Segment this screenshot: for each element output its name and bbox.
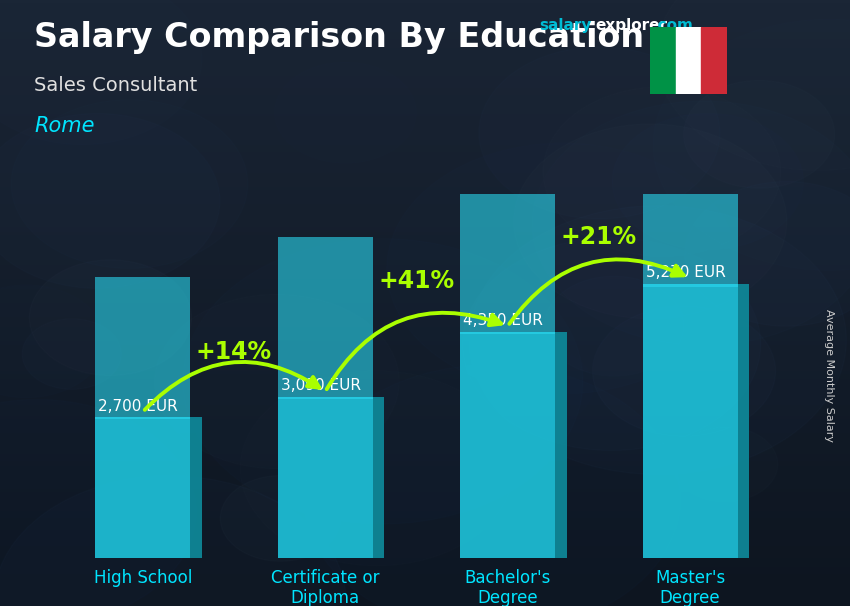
Bar	[278, 397, 372, 558]
Circle shape	[544, 276, 684, 376]
Text: 4,350 EUR: 4,350 EUR	[463, 313, 543, 328]
Text: explorer: explorer	[595, 18, 667, 33]
Circle shape	[0, 476, 346, 606]
Bar	[643, 10, 738, 287]
Circle shape	[462, 238, 761, 450]
Text: +14%: +14%	[196, 340, 272, 364]
Text: .com: .com	[653, 18, 694, 33]
Text: +41%: +41%	[378, 268, 455, 293]
Circle shape	[0, 113, 220, 288]
Text: Sales Consultant: Sales Consultant	[34, 76, 197, 95]
Bar	[701, 27, 727, 94]
Bar	[461, 105, 555, 335]
Bar	[278, 236, 372, 399]
Circle shape	[11, 99, 248, 268]
Circle shape	[532, 101, 850, 345]
Bar	[95, 277, 190, 419]
Text: +21%: +21%	[561, 225, 637, 249]
Bar	[372, 397, 384, 558]
Text: Salary Comparison By Education: Salary Comparison By Education	[34, 21, 644, 54]
Bar	[555, 331, 567, 558]
Circle shape	[304, 365, 681, 606]
Text: Average Monthly Salary: Average Monthly Salary	[824, 309, 834, 442]
Circle shape	[685, 182, 850, 326]
Text: 3,090 EUR: 3,090 EUR	[280, 378, 360, 393]
Text: Rome: Rome	[34, 116, 94, 136]
Circle shape	[387, 143, 739, 394]
Text: 2,700 EUR: 2,700 EUR	[99, 399, 178, 414]
Bar	[650, 27, 676, 94]
Circle shape	[513, 124, 787, 319]
Bar	[190, 418, 201, 558]
Circle shape	[22, 319, 122, 390]
Bar	[738, 284, 749, 558]
Circle shape	[0, 399, 196, 606]
Bar	[676, 27, 701, 94]
Circle shape	[612, 113, 803, 250]
Circle shape	[469, 205, 847, 474]
Circle shape	[220, 476, 341, 561]
Text: salary: salary	[540, 18, 592, 33]
Circle shape	[30, 260, 191, 376]
Text: 5,270 EUR: 5,270 EUR	[645, 265, 725, 280]
Circle shape	[0, 285, 105, 398]
Bar	[95, 418, 190, 558]
Circle shape	[592, 306, 775, 436]
Circle shape	[479, 47, 720, 219]
Bar	[461, 331, 555, 558]
Circle shape	[183, 239, 583, 524]
Circle shape	[683, 81, 835, 188]
Bar	[643, 284, 738, 558]
